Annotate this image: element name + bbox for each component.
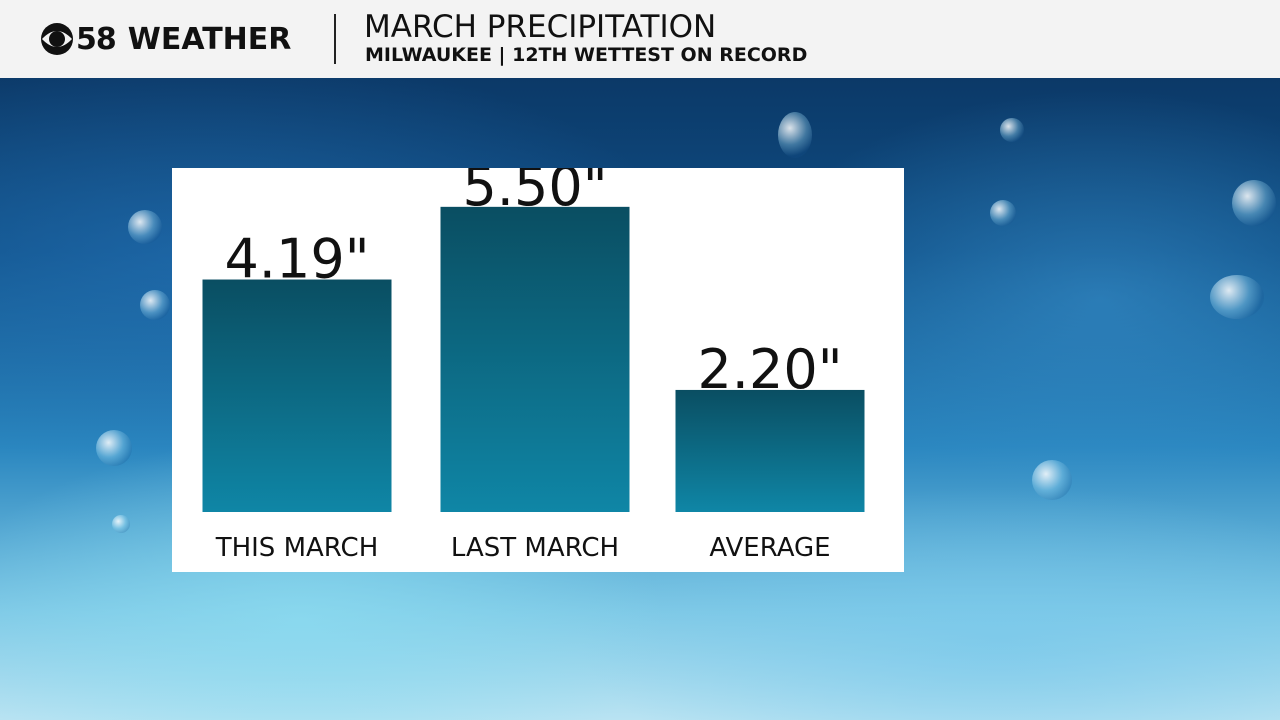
- chart-panel: 4.19" THIS MARCH 5.50" LAST MARCH 2.20" AVERA…: [172, 168, 904, 572]
- raindrop: [96, 430, 132, 466]
- value-label: 4.19": [224, 228, 369, 291]
- page-subtitle: MILWAUKEE | 12TH WETTEST ON RECORD: [365, 44, 808, 66]
- raindrop: [1032, 460, 1072, 500]
- logo-number: 58: [76, 21, 117, 57]
- value-label: 2.20": [697, 338, 842, 401]
- category-label: THIS MARCH: [215, 533, 379, 563]
- logo-word: WEATHER: [127, 21, 292, 57]
- raindrop: [1232, 180, 1276, 226]
- cbs-eye-icon: [41, 23, 73, 55]
- bar-last-march: [440, 206, 630, 512]
- header-bar: 58 WEATHER MARCH PRECIPITATION MILWAUKEE…: [0, 0, 1280, 78]
- station-logo: 58 WEATHER: [40, 18, 291, 60]
- page-title: MARCH PRECIPITATION: [364, 9, 717, 45]
- value-label: 5.50": [462, 168, 607, 218]
- raindrop: [1000, 118, 1024, 142]
- raindrop: [990, 200, 1016, 226]
- bar-chart: 4.19" THIS MARCH 5.50" LAST MARCH 2.20" AVERA…: [202, 168, 865, 563]
- category-label: AVERAGE: [709, 533, 830, 563]
- bar-average: [675, 389, 865, 512]
- raindrop: [778, 112, 812, 158]
- category-label: LAST MARCH: [451, 533, 619, 563]
- raindrop: [128, 210, 162, 244]
- raindrop: [1210, 275, 1264, 319]
- header-divider: [334, 14, 336, 64]
- bar-this-march: [202, 279, 392, 512]
- raindrop: [112, 515, 130, 533]
- raindrop: [140, 290, 170, 320]
